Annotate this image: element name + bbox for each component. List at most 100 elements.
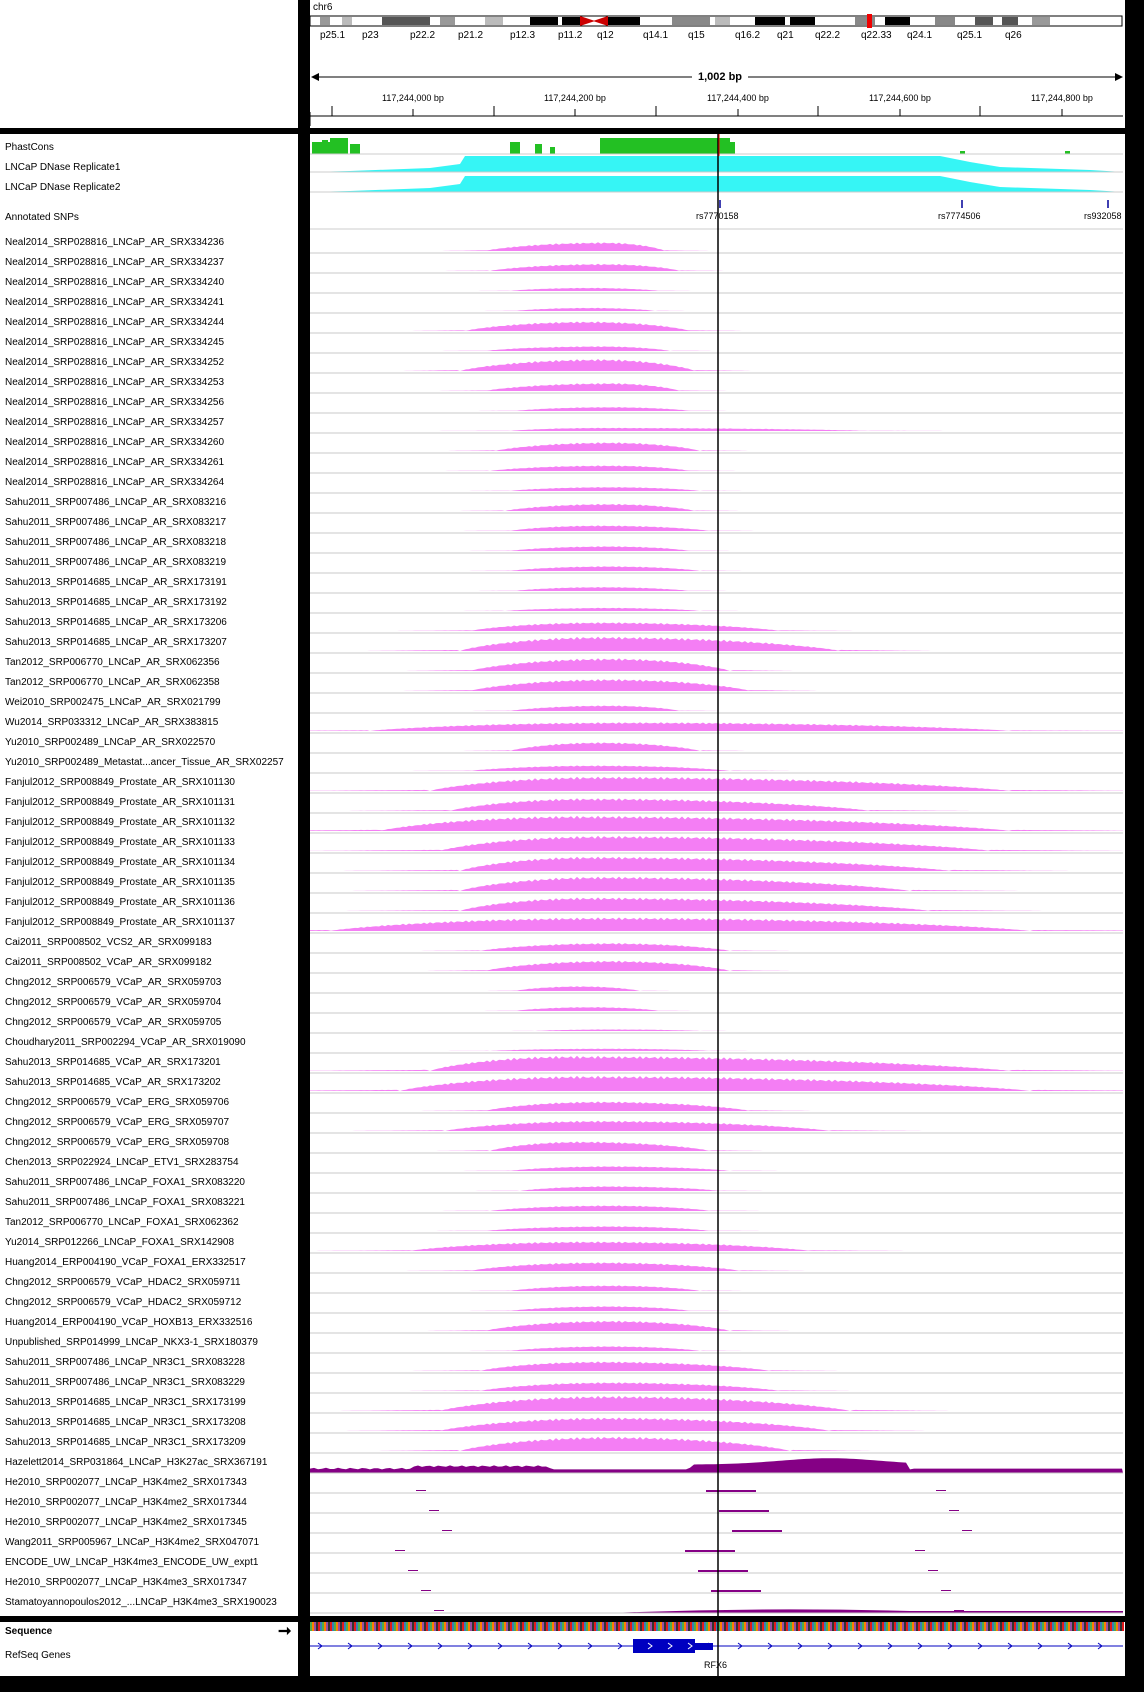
track-label[interactable]: Chng2012_SRP006579_VCaP_AR_SRX059703: [5, 977, 222, 988]
track-label[interactable]: Chng2012_SRP006579_VCaP_AR_SRX059705: [5, 1017, 222, 1028]
track-label[interactable]: Sahu2013_SRP014685_LNCaP_AR_SRX173206: [5, 617, 227, 628]
track-label[interactable]: Neal2014_SRP028816_LNCaP_AR_SRX334240: [5, 277, 225, 288]
track-label[interactable]: Fanjul2012_SRP008849_Prostate_AR_SRX1011…: [5, 797, 235, 808]
track-label[interactable]: Chen2013_SRP022924_LNCaP_ETV1_SRX283754: [5, 1157, 239, 1168]
track-label[interactable]: Sahu2013_SRP014685_VCaP_AR_SRX173201: [5, 1057, 221, 1068]
track-label[interactable]: Sahu2013_SRP014685_LNCaP_NR3C1_SRX173199: [5, 1397, 246, 1408]
track-label[interactable]: Neal2014_SRP028816_LNCaP_AR_SRX334253: [5, 377, 225, 388]
chip-signal: [310, 897, 1123, 911]
track-label[interactable]: Fanjul2012_SRP008849_Prostate_AR_SRX1011…: [5, 817, 235, 828]
track-label[interactable]: Huang2014_ERP004190_VCaP_FOXA1_ERX332517: [5, 1257, 246, 1268]
track-label[interactable]: Sahu2011_SRP007486_LNCaP_NR3C1_SRX083229: [5, 1377, 245, 1388]
track-label[interactable]: Sahu2011_SRP007486_LNCaP_NR3C1_SRX083228: [5, 1357, 245, 1368]
track-label[interactable]: He2010_SRP002077_LNCaP_H3K4me2_SRX017343: [5, 1477, 247, 1488]
track-label[interactable]: Neal2014_SRP028816_LNCaP_AR_SRX334236: [5, 237, 225, 248]
track-label[interactable]: He2010_SRP002077_LNCaP_H3K4me3_SRX017347: [5, 1577, 247, 1588]
strand-chevron: [497, 1642, 503, 1650]
track-label-phastcons[interactable]: PhastCons: [5, 142, 54, 153]
track-label[interactable]: Neal2014_SRP028816_LNCaP_AR_SRX334260: [5, 437, 225, 448]
chip-signal: [310, 1055, 1123, 1071]
track-label[interactable]: Neal2014_SRP028816_LNCaP_AR_SRX334241: [5, 297, 225, 308]
track-label[interactable]: Sahu2013_SRP014685_LNCaP_NR3C1_SRX173208: [5, 1417, 246, 1428]
strand-chevron: [887, 1642, 893, 1650]
track-label[interactable]: Sahu2013_SRP014685_LNCaP_AR_SRX173191: [5, 577, 227, 588]
track-label[interactable]: Sahu2013_SRP014685_VCaP_AR_SRX173202: [5, 1077, 221, 1088]
track-label[interactable]: Fanjul2012_SRP008849_Prostate_AR_SRX1011…: [5, 877, 235, 888]
track-label[interactable]: Chng2012_SRP006579_VCaP_HDAC2_SRX059711: [5, 1277, 241, 1288]
track-label[interactable]: He2010_SRP002077_LNCaP_H3K4me2_SRX017345: [5, 1517, 247, 1528]
feature-data-panel[interactable]: RFX6: [310, 1622, 1125, 1676]
track-data-svg[interactable]: rs7770158rs7774506rs932058: [310, 134, 1125, 1616]
chip-signal: [310, 815, 1123, 831]
track-label[interactable]: Fanjul2012_SRP008849_Prostate_AR_SRX1011…: [5, 917, 235, 928]
track-label[interactable]: Neal2014_SRP028816_LNCaP_AR_SRX334257: [5, 417, 225, 428]
track-label[interactable]: Chng2012_SRP006579_VCaP_AR_SRX059704: [5, 997, 222, 1008]
chip-signal: [310, 487, 1123, 491]
track-label[interactable]: Sahu2011_SRP007486_LNCaP_FOXA1_SRX083221: [5, 1197, 245, 1208]
track-label[interactable]: Wei2010_SRP002475_LNCaP_AR_SRX021799: [5, 697, 221, 708]
track-label[interactable]: Chng2012_SRP006579_VCaP_ERG_SRX059707: [5, 1117, 230, 1128]
track-label[interactable]: Yu2010_SRP002489_Metastat...ancer_Tissue…: [5, 757, 284, 768]
strand-chevron: [317, 1642, 323, 1650]
track-label[interactable]: Sahu2011_SRP007486_LNCaP_FOXA1_SRX083220: [5, 1177, 245, 1188]
track-label[interactable]: Sahu2011_SRP007486_LNCaP_AR_SRX083219: [5, 557, 227, 568]
track-label[interactable]: Sahu2013_SRP014685_LNCaP_AR_SRX173207: [5, 637, 227, 648]
track-label[interactable]: Neal2014_SRP028816_LNCaP_AR_SRX334261: [5, 457, 225, 468]
track-label[interactable]: Huang2014_ERP004190_VCaP_HOXB13_ERX33251…: [5, 1317, 253, 1328]
track-label[interactable]: Hazelett2014_SRP031864_LNCaP_H3K27ac_SRX…: [5, 1457, 268, 1468]
track-label[interactable]: Neal2014_SRP028816_LNCaP_AR_SRX334237: [5, 257, 225, 268]
track-label[interactable]: Choudhary2011_SRP002294_VCaP_AR_SRX01909…: [5, 1037, 246, 1048]
track-label[interactable]: Sahu2013_SRP014685_LNCaP_AR_SRX173192: [5, 597, 227, 608]
track-label[interactable]: Sahu2011_SRP007486_LNCaP_AR_SRX083217: [5, 517, 227, 528]
track-label[interactable]: Unpublished_SRP014999_LNCaP_NKX3-1_SRX18…: [5, 1337, 258, 1348]
feature-svg[interactable]: [310, 1622, 1125, 1676]
track-label[interactable]: Neal2014_SRP028816_LNCaP_AR_SRX334244: [5, 317, 225, 328]
histone-signal: [421, 1590, 431, 1591]
track-label[interactable]: ENCODE_UW_LNCaP_H3K4me3_ENCODE_UW_expt1: [5, 1557, 259, 1568]
track-label[interactable]: Sahu2013_SRP014685_LNCaP_NR3C1_SRX173209: [5, 1437, 246, 1448]
track-label[interactable]: Tan2012_SRP006770_LNCaP_AR_SRX062356: [5, 657, 220, 668]
header-ruler-panel[interactable]: chr6 p25.1 p23 p22.2 p21.2 p12.3 p11.2 q12 q14.…: [310, 0, 1125, 128]
track-label[interactable]: Yu2010_SRP002489_LNCaP_AR_SRX022570: [5, 737, 216, 748]
track-label[interactable]: Sahu2011_SRP007486_LNCaP_AR_SRX083218: [5, 537, 227, 548]
span-arrow-right: [1115, 73, 1123, 81]
track-label[interactable]: Neal2014_SRP028816_LNCaP_AR_SRX334264: [5, 477, 225, 488]
ruler[interactable]: 117,244,000 bp 117,244,200 bp 117,244,400 …: [310, 54, 1125, 128]
chip-signal: [310, 566, 1123, 571]
chip-signal: [310, 776, 1123, 791]
track-label[interactable]: Neal2014_SRP028816_LNCaP_AR_SRX334252: [5, 357, 225, 368]
track-label[interactable]: Fanjul2012_SRP008849_Prostate_AR_SRX1011…: [5, 777, 235, 788]
chromosome-ideogram[interactable]: p25.1 p23 p22.2 p21.2 p12.3 p11.2 q12 q14.1 q15 q…: [310, 14, 1125, 54]
chip-signal: [310, 876, 1123, 891]
track-label[interactable]: He2010_SRP002077_LNCaP_H3K4me2_SRX017344: [5, 1497, 247, 1508]
track-label[interactable]: Fanjul2012_SRP008849_Prostate_AR_SRX1011…: [5, 897, 235, 908]
track-label[interactable]: Fanjul2012_SRP008849_Prostate_AR_SRX1011…: [5, 837, 235, 848]
track-label[interactable]: Wu2014_SRP033312_LNCaP_AR_SRX383815: [5, 717, 219, 728]
track-data-panel[interactable]: rs7770158rs7774506rs932058: [310, 134, 1125, 1616]
strand-chevron: [667, 1642, 673, 1650]
band-label: q21: [777, 30, 794, 41]
track-label-dnase1[interactable]: LNCaP DNase Replicate1: [5, 162, 121, 173]
chip-signal: [310, 742, 1123, 751]
strand-arrow-icon[interactable]: ➞: [278, 1623, 292, 1640]
chip-signal: [310, 407, 1123, 411]
track-label[interactable]: Cai2011_SRP008502_VCS2_AR_SRX099183: [5, 937, 212, 948]
ideogram-band-2: [382, 17, 430, 25]
track-label[interactable]: Tan2012_SRP006770_LNCaP_FOXA1_SRX062362: [5, 1217, 239, 1228]
track-label[interactable]: Tan2012_SRP006770_LNCaP_AR_SRX062358: [5, 677, 220, 688]
track-label[interactable]: Chng2012_SRP006579_VCaP_HDAC2_SRX059712: [5, 1297, 242, 1308]
track-label[interactable]: Neal2014_SRP028816_LNCaP_AR_SRX334245: [5, 337, 225, 348]
track-label[interactable]: Chng2012_SRP006579_VCaP_ERG_SRX059706: [5, 1097, 230, 1108]
track-label[interactable]: Sahu2011_SRP007486_LNCaP_AR_SRX083216: [5, 497, 227, 508]
track-label[interactable]: Cai2011_SRP008502_VCaP_AR_SRX099182: [5, 957, 212, 968]
track-label[interactable]: Chng2012_SRP006579_VCaP_ERG_SRX059708: [5, 1137, 230, 1148]
track-label[interactable]: Neal2014_SRP028816_LNCaP_AR_SRX334256: [5, 397, 225, 408]
band-label: p21.2: [458, 30, 483, 41]
track-label[interactable]: Fanjul2012_SRP008849_Prostate_AR_SRX1011…: [5, 857, 235, 868]
track-label[interactable]: Stamatoyannopoulos2012_...LNCaP_H3K4me3_…: [5, 1597, 277, 1608]
chip-signal: [310, 242, 1123, 251]
track-label-dnase2[interactable]: LNCaP DNase Replicate2: [5, 182, 121, 193]
track-label[interactable]: Yu2014_SRP012266_LNCaP_FOXA1_SRX142908: [5, 1237, 235, 1248]
track-label[interactable]: Wang2011_SRP005967_LNCaP_H3K4me2_SRX0470…: [5, 1537, 260, 1548]
track-label-snps[interactable]: Annotated SNPs: [5, 212, 79, 223]
